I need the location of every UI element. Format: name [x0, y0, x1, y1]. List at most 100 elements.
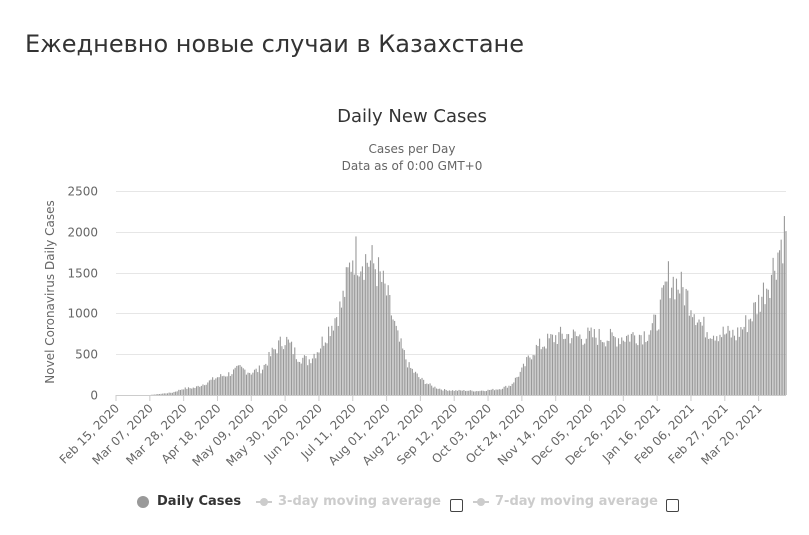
daily-cases-bar — [233, 369, 235, 395]
daily-cases-bar — [545, 348, 547, 395]
daily-cases-bar — [518, 376, 520, 395]
daily-cases-bar — [406, 367, 409, 395]
daily-cases-bar — [348, 262, 351, 395]
daily-cases-bar — [640, 335, 642, 395]
daily-cases-bar — [543, 346, 545, 395]
daily-cases-bar — [384, 283, 386, 395]
daily-cases-bar — [553, 342, 555, 395]
daily-cases-bar — [703, 316, 705, 395]
daily-cases-bar — [606, 340, 608, 395]
daily-cases-bar — [158, 394, 161, 395]
daily-cases-bar — [700, 322, 702, 395]
daily-cases-bar — [719, 334, 721, 395]
daily-cases-bar — [270, 356, 272, 395]
daily-cases-bar — [456, 390, 458, 395]
daily-cases-bar — [155, 394, 157, 395]
daily-cases-bar — [255, 368, 257, 395]
daily-cases-bar — [189, 388, 191, 395]
daily-cases-bar — [679, 293, 681, 395]
daily-cases-bar — [603, 342, 605, 395]
daily-cases-bar — [671, 287, 673, 395]
daily-cases-bar — [624, 341, 626, 395]
daily-cases-bar — [667, 261, 669, 395]
daily-cases-bar — [160, 393, 162, 395]
daily-cases-bar — [215, 378, 217, 395]
daily-cases-bar — [774, 270, 776, 395]
daily-cases-bar — [216, 377, 219, 395]
daily-cases-bar — [609, 328, 611, 395]
daily-cases-bar — [772, 257, 774, 395]
daily-cases-bar — [445, 389, 447, 395]
daily-cases-bar — [627, 334, 629, 395]
daily-cases-bar — [498, 389, 500, 395]
daily-cases-bar — [187, 387, 190, 395]
legend-item-7-day-average[interactable]: 7-day moving average — [473, 494, 658, 509]
daily-cases-bar — [754, 302, 756, 395]
daily-cases-bar — [663, 285, 665, 395]
daily-cases-bar — [382, 270, 384, 395]
daily-cases-bar — [331, 325, 333, 395]
daily-cases-bar — [389, 295, 391, 395]
daily-cases-bar — [511, 383, 513, 395]
daily-cases-bar — [437, 388, 439, 395]
daily-cases-bar — [777, 252, 779, 395]
legend-item-3-day-average[interactable]: 3-day moving average — [256, 494, 441, 509]
daily-cases-bar — [464, 391, 467, 395]
daily-cases-bar — [535, 344, 537, 395]
daily-cases-bar — [192, 387, 194, 395]
toggle-7-day-average-checkbox[interactable] — [666, 499, 679, 512]
daily-cases-bar — [369, 260, 372, 395]
daily-cases-bar — [307, 365, 309, 395]
daily-cases-bar — [247, 372, 249, 395]
daily-cases-bar — [297, 361, 299, 395]
daily-cases-bar — [526, 357, 528, 395]
daily-cases-bar — [313, 353, 315, 395]
daily-cases-bar — [566, 334, 568, 395]
daily-cases-bar — [677, 289, 679, 395]
chart-subtitle: Cases per Day — [369, 142, 456, 156]
daily-cases-bar — [424, 383, 426, 395]
daily-cases-bar — [471, 390, 473, 395]
daily-cases-bar — [590, 327, 592, 395]
daily-cases-bar — [442, 390, 444, 395]
daily-cases-bar — [514, 377, 516, 395]
daily-cases-bar — [299, 361, 301, 395]
daily-cases-bar — [276, 353, 278, 395]
daily-cases-bar — [716, 336, 718, 395]
daily-cases-bar — [727, 325, 729, 395]
daily-cases-bar — [476, 390, 478, 395]
daily-cases-bar — [682, 287, 684, 395]
daily-cases-bar — [336, 317, 338, 395]
daily-cases-bar — [455, 390, 457, 395]
daily-cases-bar — [440, 389, 442, 395]
daily-cases-bar — [764, 304, 766, 395]
daily-cases-bar — [284, 345, 286, 395]
daily-cases-bar — [701, 325, 703, 395]
line-marker-icon — [256, 496, 272, 508]
toggle-3-day-average-checkbox[interactable] — [450, 499, 463, 512]
daily-cases-bar — [423, 379, 425, 395]
daily-cases-bar — [208, 380, 210, 395]
daily-cases-bar — [305, 356, 307, 395]
daily-cases-bar — [460, 390, 462, 395]
daily-cases-bar — [645, 342, 647, 395]
daily-cases-bar — [740, 327, 742, 395]
legend-item-daily-cases[interactable]: Daily Cases — [137, 494, 241, 509]
daily-cases-bar — [634, 335, 636, 395]
daily-cases-bar — [556, 343, 558, 395]
x-tick-label: Mar 20, 2021 — [698, 401, 764, 467]
daily-cases-bar — [732, 329, 734, 395]
daily-cases-bar — [597, 344, 599, 395]
daily-cases-bar — [263, 364, 265, 395]
daily-cases-bar — [258, 365, 260, 395]
daily-cases-bar — [563, 339, 565, 395]
daily-cases-bar — [780, 239, 782, 395]
y-tick-label: 500 — [75, 348, 98, 362]
daily-cases-bar — [693, 314, 695, 395]
daily-cases-bar — [223, 375, 225, 395]
daily-cases-bar — [674, 299, 676, 395]
daily-cases-bar — [522, 363, 525, 395]
daily-cases-bar — [268, 351, 270, 395]
daily-cases-bar — [162, 393, 164, 395]
daily-cases-bar — [210, 379, 212, 395]
